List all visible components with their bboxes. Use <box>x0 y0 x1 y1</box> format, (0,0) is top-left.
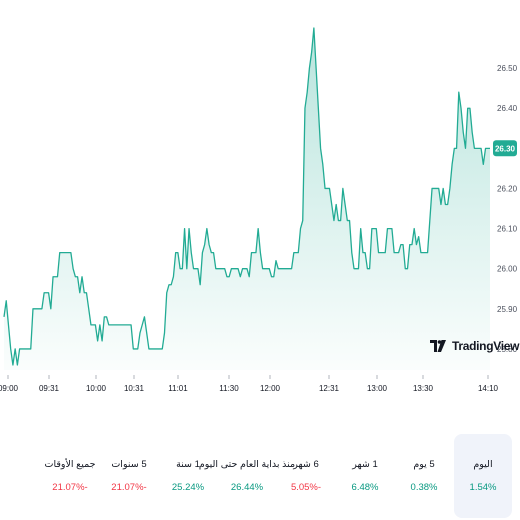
y-tick-label: 25.90 <box>497 305 518 314</box>
period-label: منذ بداية العام حتى اليوم <box>198 459 296 470</box>
performance-periods: اليوم 1.54% 5 يوم 0.38% 1 شهر 6.48% 6 شهر 5.05%… <box>0 434 520 518</box>
period-label: 1 شهر <box>352 459 378 470</box>
y-tick-label: 26.20 <box>497 185 518 194</box>
y-tick-label: 26.40 <box>497 104 518 113</box>
period-label: 5 يوم <box>413 459 435 470</box>
tradingview-watermark[interactable]: TradingView <box>430 336 519 356</box>
watermark-text: TradingView <box>452 339 520 353</box>
period-tab[interactable]: 6 شهر 5.05%- <box>277 434 335 518</box>
chart-svg[interactable]: 26.50 26.40 26.30 26.20 26.10 26.00 25.90 25.80… <box>0 0 520 400</box>
x-tick-label: 10:00 <box>86 384 107 393</box>
x-tick-label: 13:30 <box>413 384 434 393</box>
x-tick-label: 12:31 <box>319 384 340 393</box>
period-tab[interactable]: 5 يوم 0.38% <box>395 434 453 518</box>
period-change-value: 21.07%- <box>111 482 147 493</box>
price-line <box>3 27 490 366</box>
x-tick-label: 09:31 <box>39 384 60 393</box>
period-tab[interactable]: اليوم 1.54% <box>454 434 512 518</box>
period-change-value: 5.05%- <box>290 482 322 493</box>
x-tick-label: 11:01 <box>168 384 188 393</box>
x-tick-label: 13:00 <box>367 384 388 393</box>
period-label: 6 شهر <box>293 459 319 470</box>
tradingview-logo-icon <box>430 340 446 352</box>
y-tick-label: 25.80 <box>497 345 518 354</box>
period-tab[interactable]: 1 شهر 6.48% <box>336 434 394 518</box>
last-price-label: 26.30 <box>495 144 516 153</box>
period-change-value: 6.48% <box>351 482 379 493</box>
price-chart[interactable]: 26.50 26.40 26.30 26.20 26.10 26.00 25.90 25.80… <box>0 0 520 400</box>
period-label: اليوم <box>473 459 493 470</box>
x-tick-label: 09:00 <box>0 384 19 393</box>
x-tick-label: 14:10 <box>478 384 499 393</box>
period-change-value: 25.24% <box>171 482 205 493</box>
price-area-fill <box>4 27 490 370</box>
period-change-value: 26.44% <box>230 482 264 493</box>
period-change-value: 0.38% <box>410 482 438 493</box>
period-change-value: 21.07%- <box>52 482 88 493</box>
x-tick-label: 12:00 <box>260 384 281 393</box>
last-price-tag <box>493 140 517 157</box>
period-change-value: 1.54% <box>469 482 497 493</box>
period-tab[interactable]: منذ بداية العام حتى اليوم 26.44% <box>199 434 295 518</box>
period-label: 1 سنة <box>176 459 200 470</box>
y-tick-label: 26.50 <box>497 64 518 73</box>
x-tick-label: 10:31 <box>124 384 145 393</box>
x-tick-label: 11:30 <box>219 384 239 393</box>
period-label: 5 سنوات <box>111 459 147 470</box>
y-tick-label: 26.00 <box>497 265 518 274</box>
period-tab[interactable]: 5 سنوات 21.07%- <box>100 434 158 518</box>
period-tab[interactable]: 1 سنة 25.24% <box>159 434 217 518</box>
period-tab[interactable]: جميع الأوقات 21.07%- <box>41 434 99 518</box>
period-label: جميع الأوقات <box>44 459 96 470</box>
y-tick-label: 26.10 <box>497 225 518 234</box>
